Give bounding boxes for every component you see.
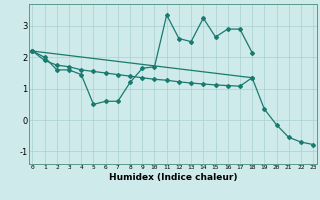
X-axis label: Humidex (Indice chaleur): Humidex (Indice chaleur) — [108, 173, 237, 182]
